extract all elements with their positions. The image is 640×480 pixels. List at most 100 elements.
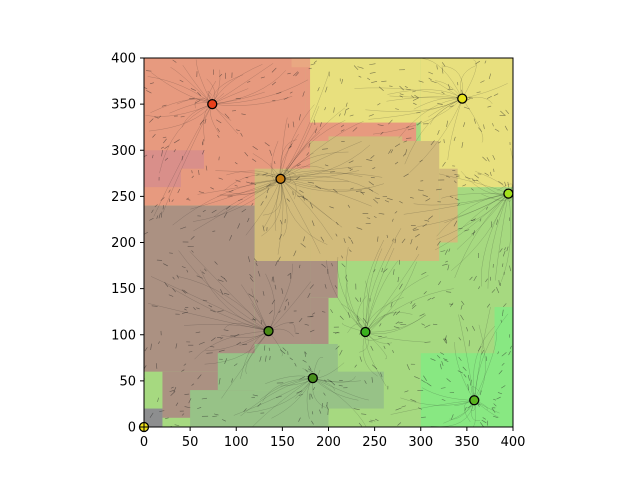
flow-dash xyxy=(470,219,476,221)
flow-dash xyxy=(313,60,317,64)
flow-dash xyxy=(252,145,258,150)
flow-trajectory xyxy=(474,331,497,401)
flow-dash xyxy=(175,343,178,349)
flow-dash xyxy=(424,324,431,328)
flow-dash xyxy=(482,417,486,420)
flow-dash xyxy=(372,167,376,169)
flow-trajectory xyxy=(162,104,213,213)
flow-dash xyxy=(287,72,291,75)
flow-trajectory xyxy=(345,247,366,333)
flow-dash xyxy=(307,181,315,184)
flow-dash xyxy=(454,198,460,201)
flow-field xyxy=(144,58,513,427)
flow-dash xyxy=(315,185,322,189)
flow-dash xyxy=(182,311,189,314)
flow-dash xyxy=(468,97,473,99)
flow-dash xyxy=(251,318,256,321)
flow-dash xyxy=(445,335,447,341)
flow-dash xyxy=(370,345,374,351)
region-cell xyxy=(310,58,421,123)
flow-dash xyxy=(172,276,175,280)
flow-dash xyxy=(284,306,286,311)
flow-dash xyxy=(186,197,190,200)
flow-dash xyxy=(348,249,352,253)
flow-dash xyxy=(170,391,176,396)
flow-trajectory xyxy=(159,103,213,174)
flow-dash xyxy=(352,127,358,132)
flow-dash xyxy=(330,309,333,314)
flow-dash xyxy=(164,145,170,149)
flow-dash xyxy=(191,383,195,386)
flow-dash xyxy=(211,209,217,214)
flow-dash xyxy=(144,365,147,369)
flow-dash xyxy=(246,181,253,184)
flow-dash xyxy=(213,413,219,416)
flow-trajectory xyxy=(326,260,366,333)
flow-dash xyxy=(168,189,171,193)
flow-dash xyxy=(369,63,376,66)
flow-dash xyxy=(330,380,336,386)
flow-dash xyxy=(289,357,293,361)
flow-dash xyxy=(255,262,258,267)
flow-trajectory xyxy=(456,193,509,250)
flow-dash xyxy=(193,307,196,311)
flow-dash xyxy=(151,305,158,307)
flow-dash xyxy=(500,319,502,323)
flow-dash xyxy=(463,106,470,110)
flow-trajectory xyxy=(365,314,427,333)
flow-dash xyxy=(314,128,317,134)
flow-trajectory xyxy=(280,153,314,180)
flow-dash xyxy=(371,81,378,83)
flow-dash xyxy=(467,384,469,391)
flow-dash xyxy=(299,376,306,380)
flow-dash xyxy=(397,422,402,426)
flow-dash xyxy=(210,187,214,190)
flow-dash xyxy=(478,127,483,132)
flow-dash xyxy=(414,376,420,380)
flow-dash xyxy=(422,223,428,227)
flow-dash xyxy=(335,345,340,350)
flow-dash xyxy=(496,219,499,225)
flow-dash xyxy=(381,80,387,82)
flow-dash xyxy=(439,363,442,370)
flow-dash xyxy=(271,299,275,305)
flow-dash xyxy=(307,292,311,298)
flow-dash xyxy=(298,264,301,269)
flow-dash xyxy=(306,152,310,156)
flow-dash xyxy=(298,318,303,323)
flow-dash xyxy=(441,91,445,95)
flow-dash xyxy=(490,221,493,228)
flow-dash xyxy=(251,203,254,206)
data-point xyxy=(263,325,274,337)
flow-dash xyxy=(389,85,393,87)
flow-dash xyxy=(350,187,354,190)
flow-dash xyxy=(440,387,446,389)
flow-dash xyxy=(461,142,464,148)
y-tick-label: 300 xyxy=(111,144,136,159)
flow-dash xyxy=(369,72,376,74)
flow-dash xyxy=(209,309,216,313)
flow-trajectory xyxy=(387,89,463,99)
flow-trajectory xyxy=(262,377,313,402)
flow-dash xyxy=(260,76,265,79)
flow-dash xyxy=(358,422,363,427)
flow-trajectory xyxy=(240,377,313,417)
flow-dash xyxy=(411,303,416,307)
flow-dash xyxy=(366,159,373,161)
flow-dash xyxy=(210,345,215,348)
flow-dash xyxy=(150,343,152,351)
flow-dash xyxy=(391,218,394,222)
flow-trajectory xyxy=(474,324,486,401)
y-tick-label: 250 xyxy=(111,190,136,205)
flow-dash xyxy=(324,106,326,111)
region-cell xyxy=(291,58,311,68)
flow-trajectory xyxy=(365,260,399,333)
flow-dash xyxy=(155,363,158,369)
flow-dash xyxy=(159,410,165,412)
flow-dash xyxy=(289,322,294,324)
flow-trajectory xyxy=(458,314,475,401)
flow-dash xyxy=(467,405,472,409)
flow-dash xyxy=(501,263,504,267)
data-point xyxy=(275,173,286,184)
flow-trajectory xyxy=(189,251,269,332)
